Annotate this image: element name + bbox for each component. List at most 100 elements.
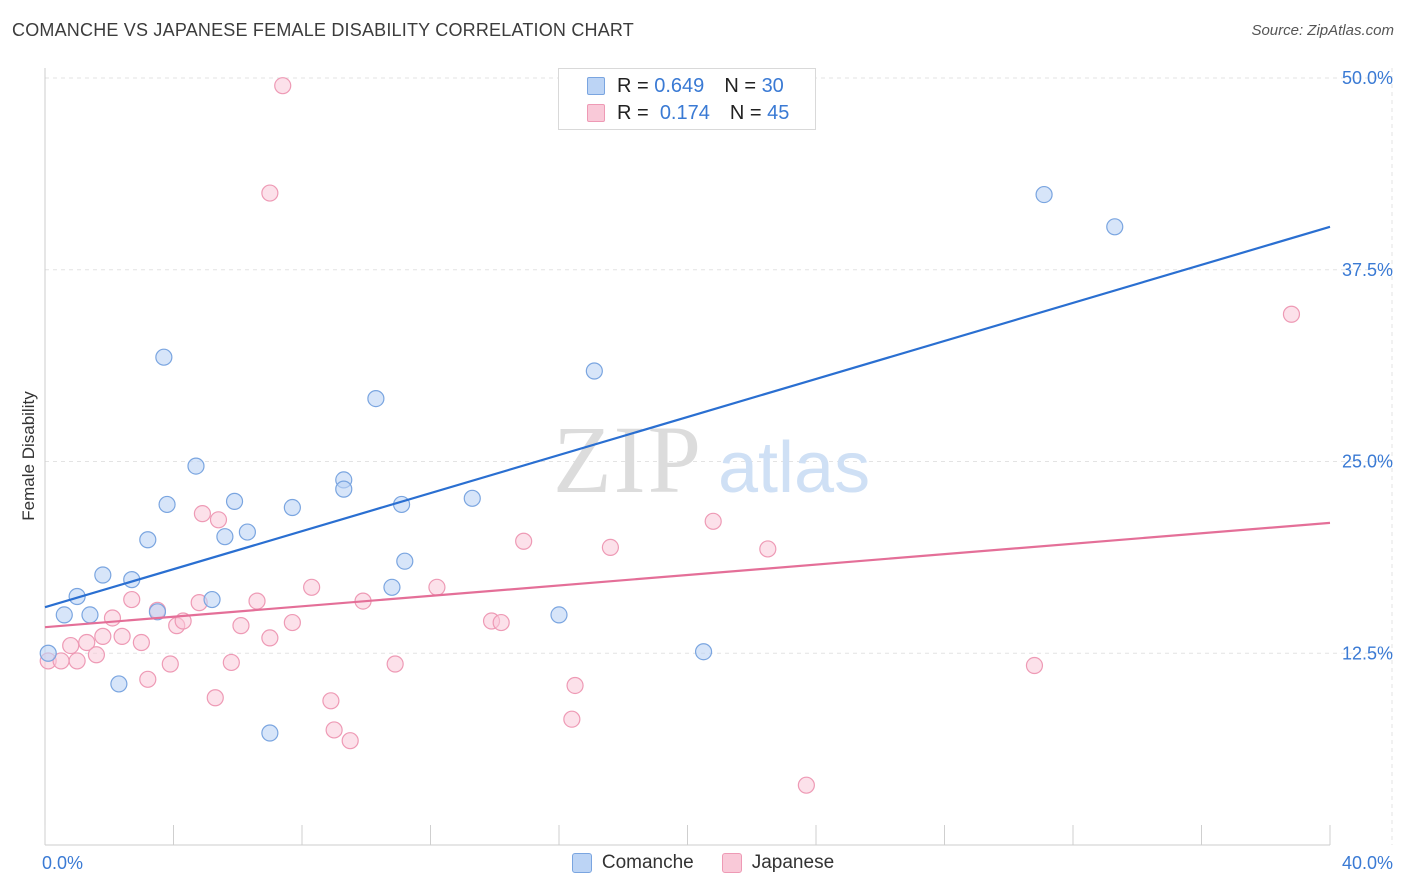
japanese-point bbox=[1282, 305, 1301, 323]
y-tick-labels: 12.5% 25.0% 37.5% 50.0% bbox=[1342, 68, 1393, 663]
comanche-point bbox=[383, 578, 401, 596]
watermark-zip: ZIP bbox=[553, 406, 703, 513]
legend-r-label: R = bbox=[617, 101, 649, 124]
japanese-point bbox=[341, 732, 359, 750]
legend-r-label: R = bbox=[617, 74, 649, 97]
japanese-legend-swatch bbox=[721, 853, 742, 873]
x-tick-label: 0.0% bbox=[42, 853, 83, 873]
y-tick-label: 50.0% bbox=[1342, 68, 1393, 88]
japanese-point bbox=[797, 776, 815, 794]
comanche-point bbox=[585, 362, 603, 380]
legend-n-value: 45 bbox=[767, 101, 790, 124]
comanche-point bbox=[283, 498, 301, 517]
japanese-point bbox=[206, 689, 224, 707]
comanche-points bbox=[39, 185, 1124, 742]
y-tick-label: 25.0% bbox=[1342, 452, 1393, 472]
japanese-point bbox=[759, 540, 777, 558]
japanese-point bbox=[492, 613, 510, 632]
legend-row-comanche: R = 0.649 N = 30 bbox=[587, 74, 784, 98]
japanese-point bbox=[515, 532, 533, 550]
japanese-point bbox=[601, 538, 620, 557]
grid-lines bbox=[45, 68, 1393, 845]
comanche-point bbox=[335, 480, 353, 498]
legend-r-value: 0.649 bbox=[654, 74, 705, 97]
source-label: Source: ZipAtlas.com bbox=[1251, 22, 1394, 39]
series-legend: Comanche Japanese bbox=[0, 852, 1406, 874]
comanche-point bbox=[81, 606, 99, 624]
comanche-point bbox=[463, 489, 481, 507]
legend-row-japanese: R = 0.174 N = 45 bbox=[587, 101, 789, 125]
legend-label-japanese: Japanese bbox=[751, 852, 835, 873]
japanese-point bbox=[87, 646, 106, 664]
japanese-point bbox=[62, 636, 80, 655]
comanche-point bbox=[367, 390, 385, 408]
comanche-legend-swatch bbox=[571, 853, 592, 873]
y-tick-label: 37.5% bbox=[1342, 260, 1393, 280]
comanche-point bbox=[225, 492, 244, 510]
japanese-point bbox=[261, 629, 279, 647]
japanese-point bbox=[232, 617, 250, 635]
comanche-point bbox=[550, 606, 568, 624]
x-tick-marks bbox=[44, 825, 1331, 845]
x-tick-label: 40.0% bbox=[1342, 853, 1393, 873]
japanese-swatch bbox=[587, 104, 605, 122]
comanche-trend-line bbox=[44, 225, 1331, 609]
japanese-point bbox=[386, 655, 404, 673]
japanese-point bbox=[193, 505, 212, 523]
comanche-point bbox=[203, 590, 221, 609]
legend-label-comanche: Comanche bbox=[601, 852, 694, 873]
legend-n-label: N = bbox=[724, 74, 756, 97]
japanese-point bbox=[161, 655, 179, 673]
japanese-point bbox=[222, 653, 240, 672]
japanese-point bbox=[103, 609, 122, 627]
comanche-point bbox=[1106, 218, 1124, 236]
comanche-point bbox=[261, 724, 279, 742]
y-tick-label: 12.5% bbox=[1342, 643, 1393, 663]
legend-item-comanche[interactable]: Comanche bbox=[571, 852, 694, 874]
japanese-trend-line bbox=[44, 521, 1331, 629]
japanese-point bbox=[566, 676, 584, 695]
japanese-point bbox=[325, 721, 343, 739]
legend-item-japanese[interactable]: Japanese bbox=[721, 852, 835, 874]
japanese-point bbox=[283, 613, 301, 632]
comanche-point bbox=[694, 643, 713, 661]
japanese-point bbox=[248, 592, 266, 610]
japanese-point bbox=[322, 692, 340, 710]
correlation-legend: R = 0.649 N = 30 R = 0.174 N = 45 bbox=[558, 68, 816, 130]
watermark-atlas: atlas bbox=[718, 428, 870, 508]
japanese-point bbox=[563, 710, 581, 728]
comanche-point bbox=[55, 606, 73, 624]
comanche-point bbox=[110, 675, 128, 693]
comanche-point bbox=[187, 457, 205, 475]
japanese-point bbox=[113, 627, 131, 645]
japanese-point bbox=[704, 512, 722, 530]
comanche-point bbox=[396, 552, 414, 570]
comanche-point bbox=[1035, 185, 1053, 204]
trend-lines bbox=[44, 225, 1331, 629]
comanche-point bbox=[148, 603, 167, 621]
japanese-point bbox=[261, 184, 279, 202]
watermark: ZIP atlas bbox=[553, 406, 870, 513]
comanche-swatch bbox=[587, 77, 605, 95]
japanese-point bbox=[1025, 656, 1044, 675]
legend-n-value: 30 bbox=[761, 74, 784, 97]
japanese-point bbox=[94, 627, 112, 645]
comanche-point bbox=[238, 523, 256, 541]
legend-r-value: 0.174 bbox=[659, 101, 710, 124]
legend-n-label: N = bbox=[729, 101, 762, 124]
japanese-point bbox=[68, 652, 86, 670]
japanese-point bbox=[132, 633, 150, 652]
japanese-point bbox=[209, 511, 228, 529]
japanese-point bbox=[303, 578, 321, 596]
comanche-point bbox=[139, 531, 157, 549]
y-axis-label: Female Disability bbox=[19, 391, 38, 521]
comanche-point bbox=[216, 528, 234, 546]
japanese-point bbox=[428, 578, 446, 596]
comanche-point bbox=[158, 495, 176, 514]
x-tick-labels: 0.0% 40.0% bbox=[42, 853, 1393, 873]
chart-title: COMANCHE VS JAPANESE FEMALE DISABILITY C… bbox=[12, 20, 634, 40]
japanese-point bbox=[78, 633, 96, 652]
comanche-point bbox=[39, 644, 57, 662]
comanche-point bbox=[94, 566, 112, 584]
